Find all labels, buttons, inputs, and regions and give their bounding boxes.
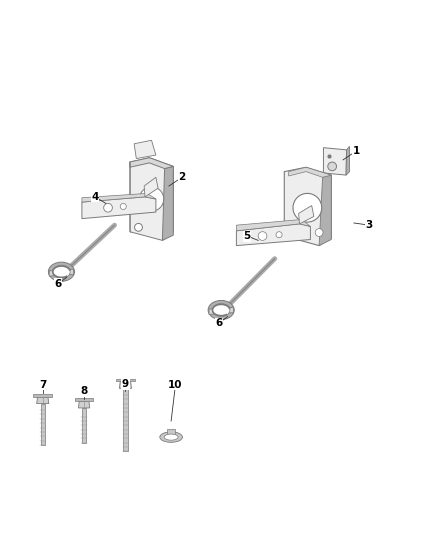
Polygon shape (130, 158, 173, 240)
Circle shape (104, 204, 113, 212)
Polygon shape (75, 398, 93, 401)
Polygon shape (284, 167, 331, 246)
Circle shape (287, 228, 295, 236)
Ellipse shape (53, 265, 70, 278)
Polygon shape (82, 197, 156, 219)
Text: 7: 7 (39, 380, 46, 390)
Polygon shape (209, 308, 233, 314)
Ellipse shape (212, 303, 230, 317)
Polygon shape (167, 429, 176, 434)
Circle shape (134, 223, 142, 231)
Polygon shape (41, 403, 45, 445)
Circle shape (293, 193, 322, 222)
Polygon shape (82, 193, 156, 202)
Polygon shape (237, 220, 311, 231)
Polygon shape (37, 397, 49, 403)
Text: 6: 6 (215, 318, 223, 328)
Text: 3: 3 (366, 220, 373, 230)
Circle shape (120, 204, 126, 209)
Text: 4: 4 (91, 192, 99, 202)
Text: 8: 8 (81, 386, 88, 397)
Circle shape (258, 232, 267, 240)
Polygon shape (144, 177, 158, 197)
Text: 9: 9 (122, 379, 129, 389)
Circle shape (315, 229, 323, 237)
Polygon shape (319, 175, 331, 246)
Polygon shape (162, 166, 173, 240)
Polygon shape (130, 158, 173, 168)
Circle shape (328, 162, 336, 171)
Ellipse shape (208, 301, 234, 320)
Polygon shape (237, 224, 311, 246)
Polygon shape (123, 389, 127, 451)
Polygon shape (134, 140, 156, 158)
Circle shape (139, 187, 164, 211)
Polygon shape (33, 394, 53, 397)
Text: 6: 6 (54, 279, 62, 289)
Polygon shape (119, 382, 131, 389)
Text: 10: 10 (168, 380, 183, 390)
Polygon shape (116, 379, 135, 382)
Polygon shape (299, 206, 314, 224)
Text: 2: 2 (178, 172, 186, 182)
Polygon shape (49, 269, 74, 276)
Polygon shape (323, 148, 346, 175)
Text: 1: 1 (353, 146, 360, 156)
Text: 5: 5 (244, 231, 251, 241)
Polygon shape (346, 147, 350, 175)
Ellipse shape (160, 432, 183, 442)
Circle shape (276, 232, 282, 238)
Ellipse shape (48, 262, 74, 281)
Polygon shape (82, 408, 86, 443)
Ellipse shape (164, 434, 178, 440)
Polygon shape (289, 167, 331, 177)
Polygon shape (78, 401, 90, 408)
